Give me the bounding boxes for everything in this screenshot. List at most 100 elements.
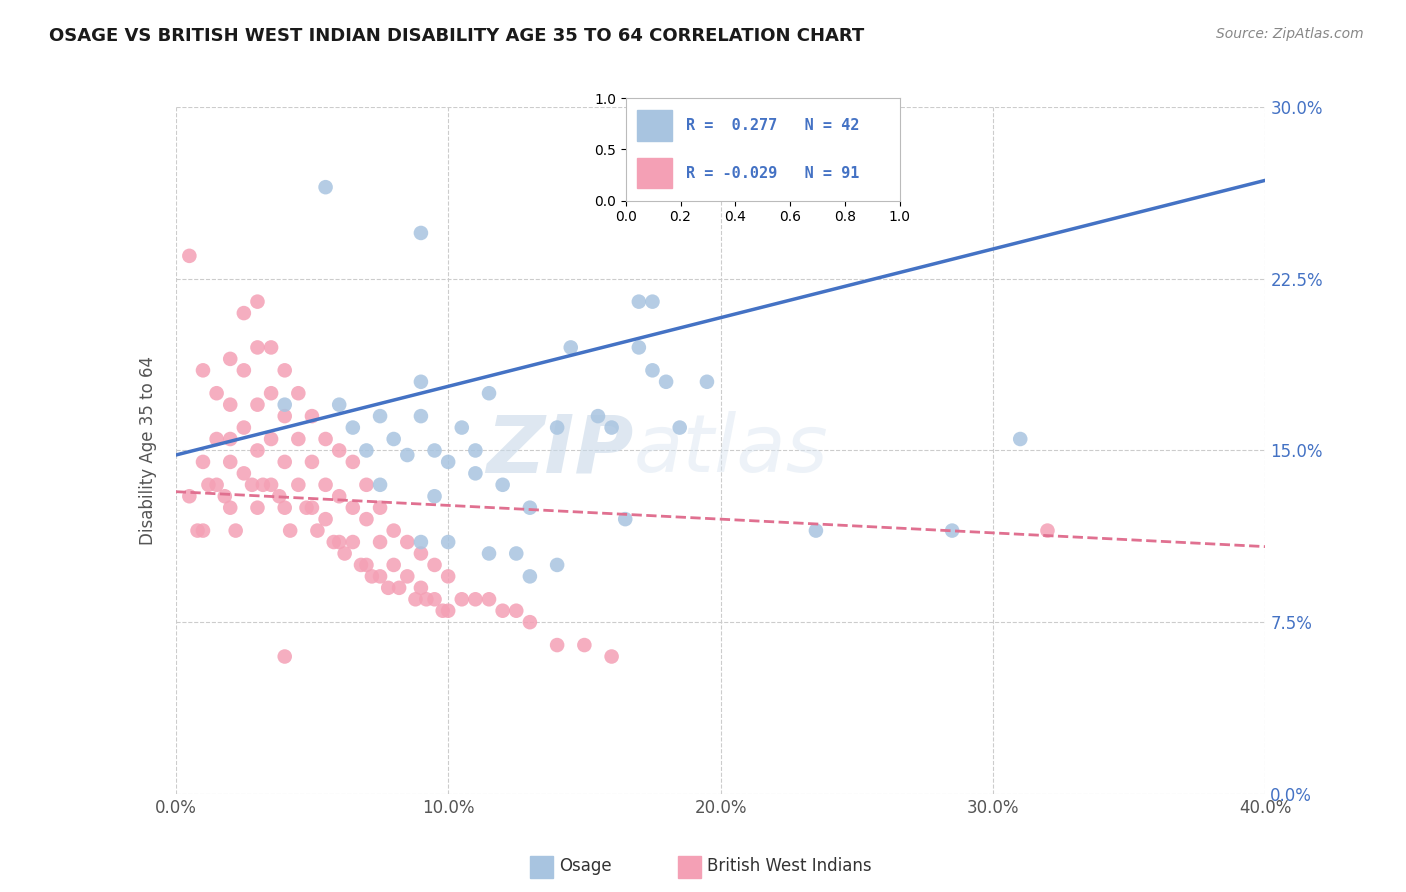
Text: R =  0.277   N = 42: R = 0.277 N = 42 xyxy=(686,119,859,133)
Bar xyxy=(637,158,672,188)
Point xyxy=(301,500,323,515)
Point xyxy=(191,363,214,377)
Point xyxy=(396,535,419,549)
Point xyxy=(409,226,432,240)
Point xyxy=(315,180,337,194)
Point xyxy=(246,398,269,412)
Point xyxy=(505,604,527,618)
Point xyxy=(668,420,690,434)
Point xyxy=(437,569,460,583)
Point xyxy=(641,363,664,377)
Point xyxy=(437,535,460,549)
Point xyxy=(197,478,219,492)
Point xyxy=(191,455,214,469)
Point xyxy=(804,524,827,538)
Point xyxy=(287,432,309,446)
Text: OSAGE VS BRITISH WEST INDIAN DISABILITY AGE 35 TO 64 CORRELATION CHART: OSAGE VS BRITISH WEST INDIAN DISABILITY … xyxy=(49,27,865,45)
Point xyxy=(232,467,254,481)
Point xyxy=(315,432,337,446)
Point xyxy=(423,489,446,503)
Point xyxy=(505,546,527,561)
Point xyxy=(627,294,650,309)
Point xyxy=(382,558,405,572)
Point xyxy=(409,546,432,561)
Y-axis label: Disability Age 35 to 64: Disability Age 35 to 64 xyxy=(139,356,157,545)
Point xyxy=(405,592,427,607)
Point xyxy=(478,592,501,607)
Point xyxy=(450,420,472,434)
Bar xyxy=(637,111,672,141)
Point xyxy=(409,535,432,549)
Text: British West Indians: British West Indians xyxy=(707,857,872,875)
Point xyxy=(368,535,391,549)
Point xyxy=(274,363,297,377)
Point xyxy=(546,638,568,652)
Point xyxy=(388,581,411,595)
Point xyxy=(307,524,329,538)
Point xyxy=(278,524,301,538)
Point xyxy=(219,398,242,412)
Point xyxy=(287,386,309,401)
Point xyxy=(423,443,446,458)
Point xyxy=(396,448,419,462)
Text: Source: ZipAtlas.com: Source: ZipAtlas.com xyxy=(1216,27,1364,41)
Point xyxy=(246,443,269,458)
Point xyxy=(179,489,201,503)
Point xyxy=(328,489,350,503)
Point xyxy=(232,420,254,434)
Point xyxy=(246,340,269,354)
Point xyxy=(274,455,297,469)
Point xyxy=(368,409,391,424)
Point xyxy=(301,409,323,424)
Point xyxy=(423,592,446,607)
Point xyxy=(342,535,364,549)
Point xyxy=(464,443,486,458)
Point xyxy=(356,478,378,492)
Point xyxy=(423,558,446,572)
Text: R = -0.029   N = 91: R = -0.029 N = 91 xyxy=(686,166,859,180)
Point xyxy=(205,432,228,446)
Point xyxy=(191,524,214,538)
Point xyxy=(368,569,391,583)
Point xyxy=(219,455,242,469)
Point xyxy=(600,649,623,664)
Point xyxy=(478,546,501,561)
Text: Osage: Osage xyxy=(560,857,612,875)
Point xyxy=(225,524,247,538)
Point xyxy=(432,604,454,618)
Point xyxy=(205,386,228,401)
Point xyxy=(274,649,297,664)
Point xyxy=(269,489,291,503)
Bar xyxy=(678,856,700,878)
Point xyxy=(450,592,472,607)
Point xyxy=(315,512,337,526)
Text: ZIP: ZIP xyxy=(486,411,633,490)
Point xyxy=(1010,432,1032,446)
Point xyxy=(179,249,201,263)
Point xyxy=(655,375,678,389)
Point xyxy=(205,478,228,492)
Point xyxy=(232,306,254,320)
Point xyxy=(274,409,297,424)
Point xyxy=(360,569,382,583)
Point xyxy=(614,512,637,526)
Point xyxy=(941,524,963,538)
Point xyxy=(464,467,486,481)
Point xyxy=(560,340,582,354)
Point xyxy=(356,512,378,526)
Point xyxy=(328,535,350,549)
Point xyxy=(409,409,432,424)
Point xyxy=(246,294,269,309)
Point xyxy=(464,592,486,607)
Point xyxy=(574,638,596,652)
Point xyxy=(342,455,364,469)
Point xyxy=(546,420,568,434)
Point xyxy=(409,581,432,595)
Point xyxy=(368,500,391,515)
Point xyxy=(437,455,460,469)
Point xyxy=(260,340,283,354)
Point xyxy=(219,432,242,446)
Point xyxy=(377,581,399,595)
Point xyxy=(219,351,242,366)
Point xyxy=(396,569,419,583)
